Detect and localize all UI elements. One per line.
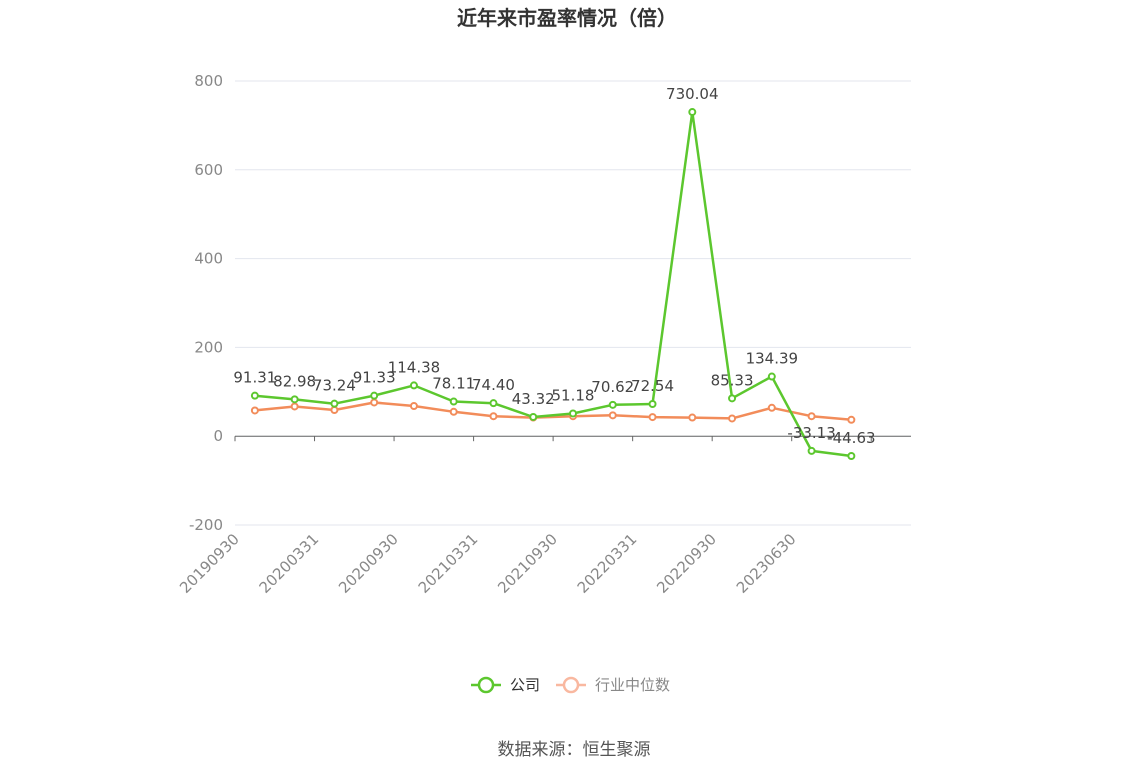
data-point	[847, 452, 856, 461]
data-point	[608, 411, 617, 420]
data-label: 85.33	[711, 371, 754, 389]
data-label: 114.38	[388, 358, 441, 376]
data-point	[728, 414, 737, 423]
data-point	[250, 391, 259, 400]
x-tick-label: 20210930	[494, 530, 561, 597]
data-point	[409, 381, 418, 390]
data-point	[688, 413, 697, 422]
data-point	[449, 407, 458, 416]
x-tick-label: 20230630	[733, 530, 800, 597]
data-point	[290, 395, 299, 404]
legend-swatch-marker	[477, 676, 495, 694]
data-label: -44.63	[827, 429, 875, 447]
data-point	[648, 413, 657, 422]
data-label: 72.54	[631, 377, 674, 395]
data-label: 43.32	[512, 390, 555, 408]
data-point	[250, 406, 259, 415]
y-tick-label: -200	[189, 516, 223, 534]
data-label: 91.33	[353, 369, 396, 387]
data-point	[767, 403, 776, 412]
data-point	[290, 402, 299, 411]
data-point	[370, 398, 379, 407]
series-line	[254, 110, 852, 458]
data-point	[449, 397, 458, 406]
data-label: 78.11	[432, 375, 475, 393]
data-point	[489, 412, 498, 421]
data-point	[688, 108, 697, 117]
data-point	[330, 406, 339, 415]
y-tick-label: 600	[194, 161, 223, 179]
series-line	[254, 401, 852, 422]
data-label: 82.98	[273, 372, 316, 390]
data-label: 91.31	[233, 369, 276, 387]
x-axis: 20190930 20200331 20200930 20210331 20210930…	[176, 435, 911, 597]
x-tick-label: 20200930	[335, 530, 402, 597]
data-point	[648, 399, 657, 408]
y-tick-label: 200	[194, 338, 223, 356]
legend-label: 公司	[510, 676, 540, 694]
data-label: 73.24	[313, 377, 356, 395]
data-point	[807, 446, 816, 455]
data-point	[370, 391, 379, 400]
legend-label: 行业中位数	[595, 676, 670, 694]
data-point	[847, 415, 856, 424]
data-point	[569, 409, 577, 418]
y-tick-label: 400	[194, 250, 223, 268]
series-group	[250, 108, 856, 461]
legend-swatch-marker	[562, 676, 580, 694]
data-point	[529, 412, 538, 421]
y-tick-label: 0	[213, 427, 223, 445]
x-tick-label: 20220331	[574, 530, 641, 597]
x-tick-label: 20190930	[176, 530, 243, 597]
source-note: 数据来源：恒生聚源	[498, 740, 651, 760]
legend-item-1[interactable]: 行业中位数	[556, 676, 670, 694]
data-label: 74.40	[472, 376, 515, 394]
data-label: 51.18	[552, 386, 595, 404]
data-label: 70.62	[591, 378, 634, 396]
data-label: -33.13	[787, 424, 835, 442]
x-tick-label: 20210331	[415, 530, 482, 597]
chart-title: 近年来市盈率情况（倍）	[457, 6, 677, 30]
data-point	[807, 412, 816, 421]
grid-lines	[235, 80, 911, 526]
data-label: 134.39	[746, 350, 799, 368]
data-point	[767, 372, 776, 381]
data-point	[409, 402, 418, 411]
data-point	[728, 394, 737, 403]
data-point	[608, 400, 617, 409]
data-labels: 91.3182.9873.2491.33114.3878.1174.4043.3…	[233, 85, 875, 447]
data-point	[489, 399, 498, 408]
x-tick-label: 20220930	[653, 530, 720, 597]
y-tick-label: 800	[194, 72, 223, 90]
data-label: 730.04	[666, 85, 719, 103]
legend: 公司 行业中位数	[471, 676, 670, 694]
x-tick-label: 20200331	[256, 530, 323, 597]
y-axis: -200 0 200 400 600 800	[189, 72, 223, 534]
series-0	[250, 108, 856, 461]
legend-item-0[interactable]: 公司	[471, 676, 540, 694]
data-point	[330, 399, 339, 408]
